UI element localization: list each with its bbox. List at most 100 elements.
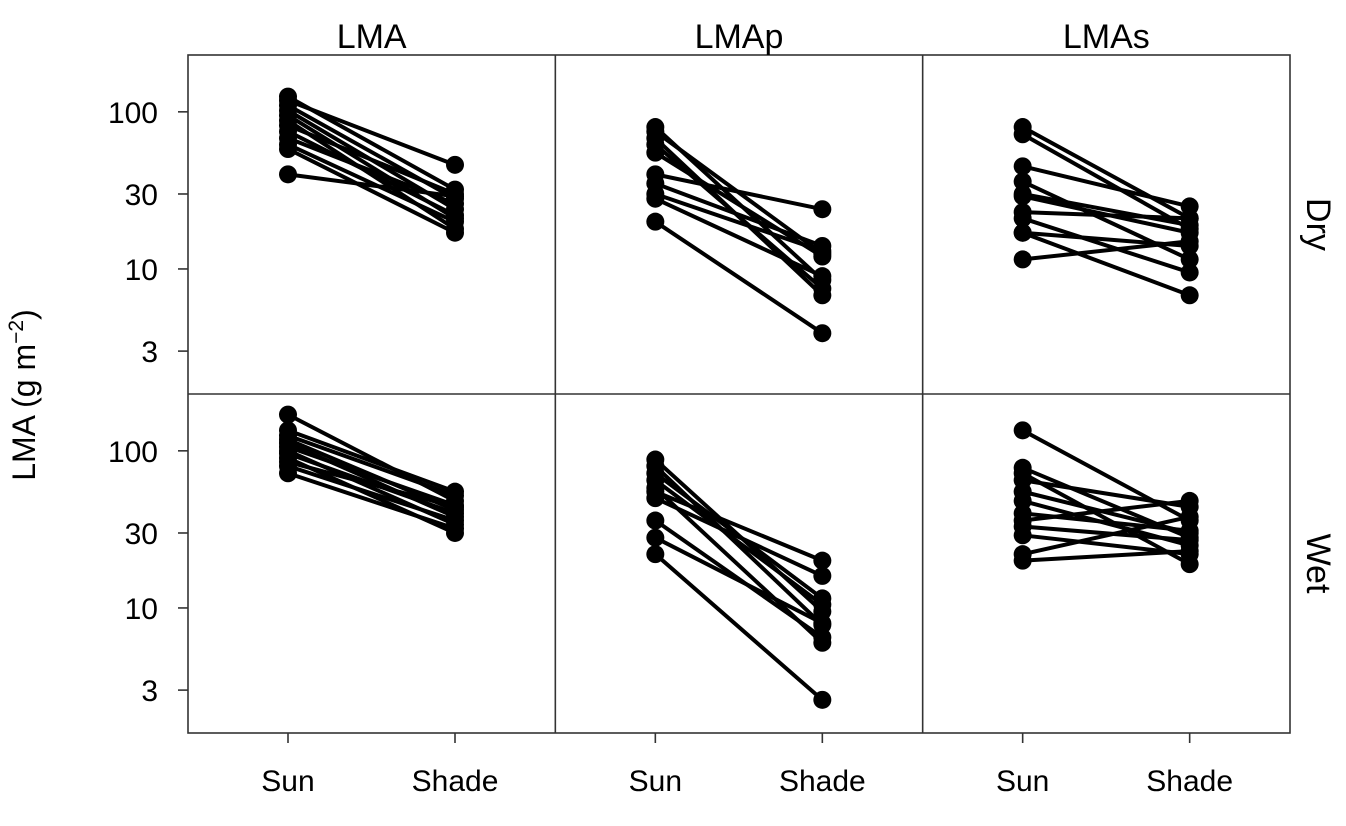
sun-point — [1013, 491, 1032, 510]
y-axis-label-exponent: −2 — [5, 320, 28, 344]
shade-point — [1180, 250, 1199, 269]
column-title: LMAs — [1063, 18, 1150, 56]
panel-frames — [178, 54, 1291, 743]
y-tick-label: 3 — [141, 336, 158, 369]
column-title: LMA — [337, 18, 407, 56]
series-line — [287, 428, 456, 494]
sun-point — [646, 489, 665, 508]
series-line — [287, 142, 456, 224]
shade-point — [813, 566, 832, 585]
panel-lmas-wet — [1013, 421, 1199, 574]
x-tick-label: Sun — [996, 765, 1049, 798]
series-line — [287, 129, 456, 217]
shade-point — [446, 519, 464, 538]
series-line — [287, 172, 456, 199]
series-line — [654, 489, 824, 563]
shade-point — [446, 497, 464, 516]
series-line — [287, 433, 456, 498]
x-tick-label: Sun — [261, 765, 314, 798]
x-tick-label: Shade — [1146, 765, 1233, 798]
series-line — [654, 535, 824, 625]
x-tick-label: Sun — [629, 765, 682, 798]
series-line — [654, 150, 824, 259]
y-tick-label: 100 — [108, 97, 158, 130]
series-line — [1022, 239, 1190, 262]
series-line — [1022, 164, 1191, 209]
shade-point — [813, 595, 832, 614]
sun-point — [279, 464, 297, 483]
row-label: Dry — [1299, 198, 1337, 251]
series-line — [654, 219, 824, 335]
series-line — [1021, 125, 1191, 221]
y-axis-label-text: LMA (g m — [6, 344, 42, 481]
series-line — [1022, 498, 1190, 523]
series-line — [1022, 210, 1190, 221]
sun-point — [1013, 172, 1032, 191]
shade-point — [813, 628, 832, 647]
sun-point — [1013, 157, 1032, 176]
x-tick-label: Shade — [412, 765, 499, 798]
panel-lmap-dry — [646, 118, 832, 343]
shade-point — [1180, 209, 1199, 228]
shade-point — [813, 200, 832, 219]
y-tick-label: 10 — [125, 593, 158, 626]
series-line — [1022, 216, 1191, 275]
series-line — [654, 552, 824, 702]
shade-point — [813, 614, 832, 633]
y-tick-label: 30 — [125, 179, 158, 212]
y-tick-label: 100 — [108, 436, 158, 469]
series-lines — [279, 87, 1199, 709]
sun-point — [646, 212, 665, 231]
series-line — [654, 478, 824, 607]
shade-point — [446, 187, 464, 206]
panel-lmas-dry — [1013, 118, 1199, 305]
shade-point — [1180, 491, 1199, 510]
sun-point — [1013, 209, 1032, 228]
shade-point — [1180, 232, 1199, 251]
sun-point — [1013, 551, 1032, 570]
sun-point — [279, 165, 297, 184]
x-tick-label: Shade — [779, 765, 866, 798]
series-line — [1022, 549, 1190, 563]
sun-point — [1013, 223, 1032, 242]
panel-lma-dry — [279, 87, 464, 242]
sun-point — [279, 405, 297, 424]
shade-point — [1180, 286, 1199, 305]
sun-point — [1013, 526, 1032, 545]
axis-labels: 100 30 10 3 100 30 10 3 Sun Shade Sun Shade Sun Shade… — [108, 18, 1337, 798]
row-label: Wet — [1299, 534, 1337, 594]
y-tick-label: 10 — [125, 254, 158, 287]
sun-point — [646, 528, 665, 547]
y-axis-label-close: ) — [6, 309, 42, 320]
series-line — [1022, 192, 1191, 228]
sun-point — [646, 511, 665, 530]
series-line — [1021, 230, 1191, 298]
shade-point — [1180, 507, 1199, 526]
shade-point — [813, 242, 832, 261]
series-line — [287, 464, 456, 523]
sun-point — [646, 545, 665, 564]
sun-point — [646, 143, 665, 162]
shade-point — [813, 324, 832, 343]
shade-point — [1180, 263, 1199, 282]
sun-point — [1013, 421, 1032, 440]
sun-point — [279, 140, 297, 159]
series-line — [287, 471, 456, 531]
series-line — [287, 147, 456, 235]
series-line — [1021, 179, 1191, 262]
series-line — [287, 98, 456, 167]
series-line — [654, 196, 824, 278]
panel-lmap-wet — [646, 450, 832, 709]
panel-lma-wet — [279, 405, 464, 542]
y-tick-label: 3 — [141, 675, 158, 708]
series-line — [1021, 132, 1191, 231]
series-line — [654, 172, 823, 212]
shade-point — [813, 690, 832, 709]
series-line — [1022, 524, 1190, 543]
series-line — [287, 123, 456, 196]
shade-point — [813, 279, 832, 298]
shade-point — [813, 551, 832, 570]
series-line — [287, 444, 456, 508]
y-axis-label: LMA (g m−2) — [5, 309, 42, 481]
